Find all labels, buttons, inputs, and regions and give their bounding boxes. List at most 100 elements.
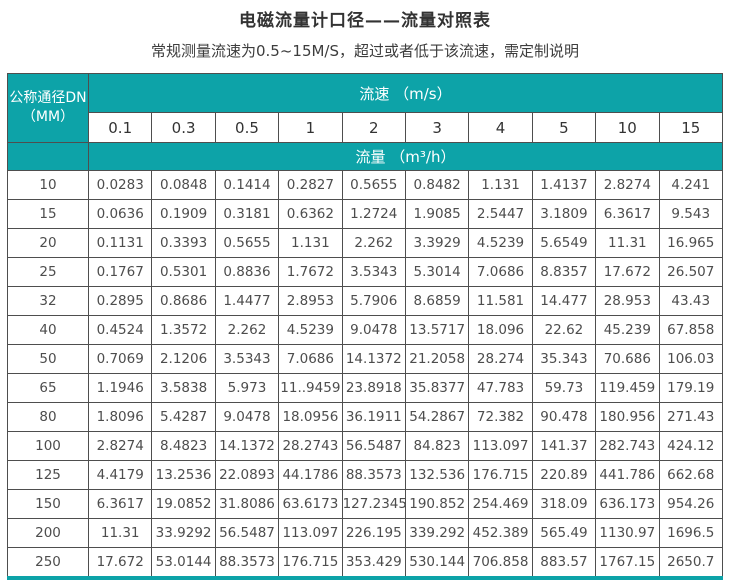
flow-value-cell: 59.73 [531,373,597,403]
flow-value-cell: 3.3929 [404,228,470,258]
flow-value-cell: 67.858 [658,315,724,345]
flow-value-cell: 176.715 [278,547,343,579]
dn-value-cell: 80 [7,402,89,432]
table-row: 100 2.8274 8.4823 14.1372 28.2743 56.5487 84.8… [7,431,724,461]
flow-value-cell: 441.786 [595,460,660,490]
flow-value-cell: 0.1131 [87,228,153,258]
flow-value-cell: 63.6173 [278,489,343,519]
flow-value-cell: 3.5343 [214,344,280,374]
flow-value-cell: 662.68 [658,460,724,490]
flow-value-cell: 1.7672 [278,257,343,287]
flow-value-cell: 11.581 [468,286,533,316]
flow-value-cell: 636.173 [595,489,660,519]
header-row-speed-values: 0.1 0.3 0.5 1 2 3 4 5 10 15 [8,112,724,143]
table-row: 50 0.7069 2.1206 3.5343 7.0686 14.1372 21.2058… [7,344,724,374]
table-row: 15 0.0636 0.1909 0.3181 0.6362 1.2724 1.9085 2.… [7,199,724,229]
flow-value-cell: 141.37 [531,431,597,461]
flow-value-cell: 2.262 [341,228,406,258]
dn-value-cell: 20 [7,228,89,258]
flow-value-cell: 17.672 [87,547,153,579]
dn-header-line2: （MM） [21,109,75,125]
speed-column-header: 0.5 [214,112,280,143]
flow-value-cell: 54.2867 [404,402,470,432]
dn-value-cell: 15 [7,199,89,229]
dn-header-line1: 公称通径DN [9,90,87,106]
flow-value-cell: 35.343 [531,344,597,374]
speed-column-header: 4 [468,112,533,143]
table-header: 公称通径DN （MM） 流速 （m/s） 0.1 0.3 0.5 1 2 3 4 5 10 15 … [7,73,724,171]
flow-value-cell: 883.57 [531,547,597,579]
flow-value-cell: 0.0848 [151,170,216,200]
flow-value-cell: 56.5487 [214,518,280,548]
flow-value-cell: 0.1909 [151,199,216,229]
flow-value-cell: 339.292 [404,518,470,548]
table-row: 80 1.8096 5.4287 9.0478 18.0956 36.1911 54.286… [7,402,724,432]
flow-value-cell: 3.5838 [151,373,216,403]
speed-column-header: 5 [531,112,597,143]
flow-value-cell: 9.543 [658,199,724,229]
flow-value-cell: 2650.7 [658,547,724,579]
flow-value-cell: 180.956 [595,402,660,432]
dn-value-cell: 32 [7,286,89,316]
flow-value-cell: 0.8482 [404,170,470,200]
dn-value-cell: 100 [7,431,89,461]
flow-value-cell: 706.858 [468,547,533,579]
flow-value-cell: 8.4823 [151,431,216,461]
flow-value-cell: 176.715 [468,460,533,490]
flow-value-cell: 282.743 [595,431,660,461]
flow-value-cell: 22.0893 [214,460,280,490]
flow-value-cell: 6.3617 [87,489,153,519]
table-row: 250 17.672 53.0144 88.3573 176.715 353.429 530… [7,547,724,579]
flow-value-cell: 271.43 [658,402,724,432]
table-row: 32 0.2895 0.8686 1.4477 2.8953 5.7906 8.6859 11… [7,286,724,316]
page-title: 电磁流量计口径——流量对照表 [239,11,491,31]
flow-value-cell: 47.783 [468,373,533,403]
flow-value-cell: 6.3617 [595,199,660,229]
flow-value-cell: 28.953 [595,286,660,316]
flow-value-cell: 5.973 [214,373,280,403]
flow-value-cell: 44.1786 [278,460,343,490]
flow-value-cell: 7.0686 [278,344,343,374]
flow-value-cell: 318.09 [531,489,597,519]
dn-value-cell: 25 [7,257,89,287]
flow-value-cell: 3.1809 [531,199,597,229]
table-body: 10 0.0283 0.0848 0.1414 0.2827 0.5655 0.8482 1.… [7,170,724,579]
flow-value-cell: 18.0956 [278,402,343,432]
flow-value-cell: 36.1911 [341,402,406,432]
flow-value-cell: 22.62 [531,315,597,345]
flow-value-cell: 3.5343 [341,257,406,287]
flow-value-cell: 0.8836 [214,257,280,287]
table-row: 200 11.31 33.9292 56.5487 113.097 226.195 339.… [7,518,724,548]
flow-value-cell: 113.097 [278,518,343,548]
dn-value-cell: 50 [7,344,89,374]
flow-value-cell: 70.686 [595,344,660,374]
flow-value-cell: 565.49 [531,518,597,548]
flow-value-cell: 23.8918 [341,373,406,403]
flow-value-cell: 13.5717 [404,315,470,345]
flow-value-cell: 5.4287 [151,402,216,432]
flow-value-cell: 0.5301 [151,257,216,287]
flow-value-cell: 11.31 [87,518,153,548]
flow-value-cell: 1130.97 [595,518,660,548]
page: 电磁流量计口径——流量对照表 常规测量流速为0.5~15M/S，超过或者低于该流… [0,6,730,588]
flow-value-cell: 7.0686 [468,257,533,287]
flow-value-cell: 11.31 [595,228,660,258]
dn-value-cell: 250 [7,547,89,579]
flow-value-cell: 5.6549 [531,228,597,258]
flow-value-cell: 0.0636 [87,199,153,229]
flow-value-cell: 1696.5 [658,518,724,548]
speed-column-header: 2 [341,112,406,143]
flow-value-cell: 1.2724 [341,199,406,229]
header-row-speed-label: 公称通径DN （MM） 流速 （m/s） [7,73,723,143]
dn-header-cell: 公称通径DN （MM） [7,73,89,143]
flow-value-cell: 190.852 [404,489,470,519]
flow-value-cell: 14.477 [531,286,597,316]
flow-value-cell: 88.3573 [214,547,280,579]
flow-value-cell: 0.2895 [87,286,153,316]
flow-value-cell: 4.5239 [468,228,533,258]
flow-value-cell: 4.4179 [87,460,153,490]
flow-value-cell: 2.1206 [151,344,216,374]
flow-value-cell: 0.1767 [87,257,153,287]
table-row: 20 0.1131 0.3393 0.5655 1.131 2.262 3.3929 4.52… [7,228,724,258]
speed-header-cell: 流速 （m/s） [88,73,723,113]
